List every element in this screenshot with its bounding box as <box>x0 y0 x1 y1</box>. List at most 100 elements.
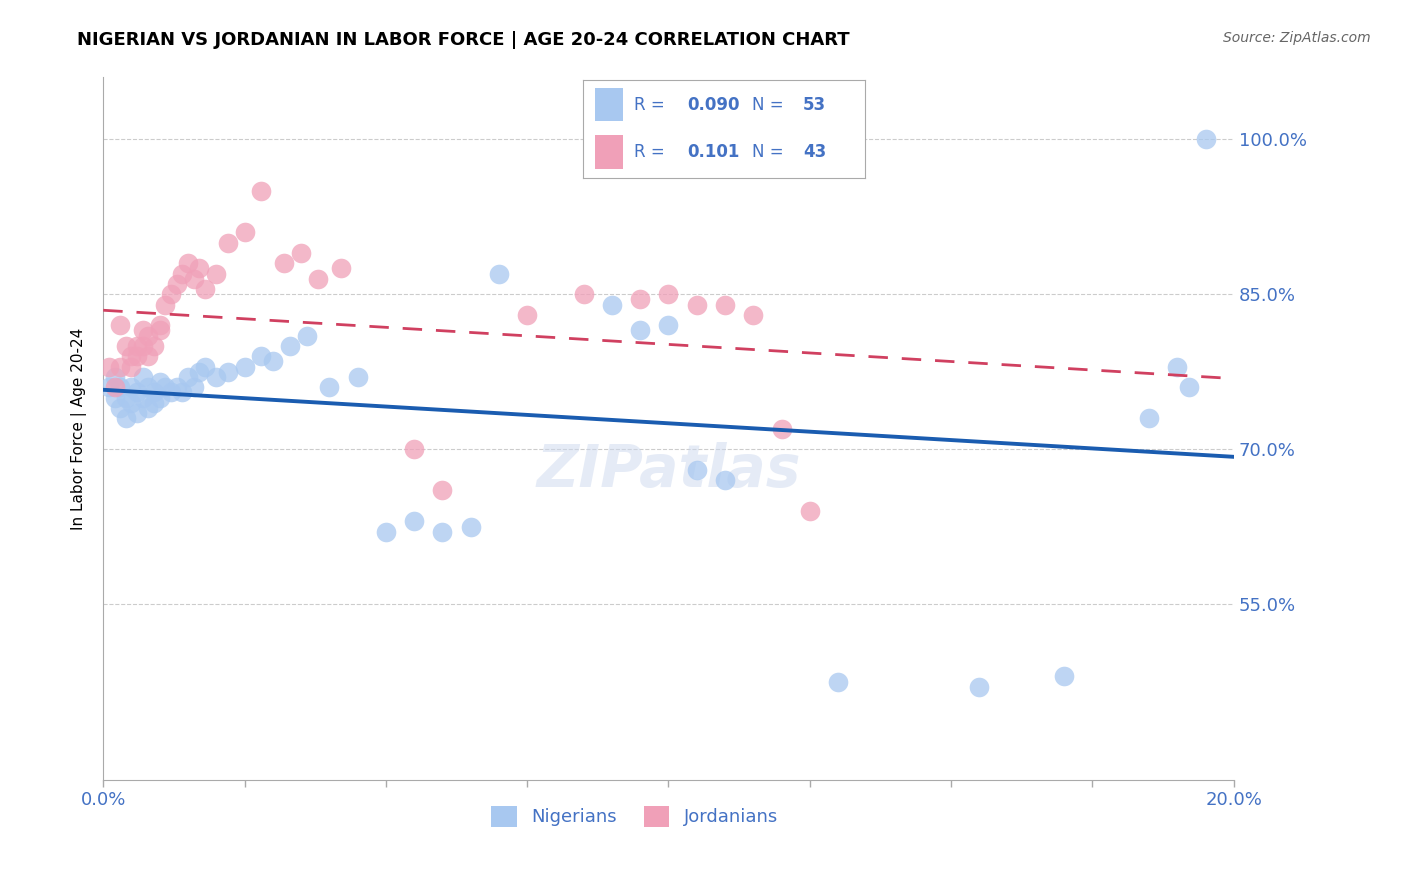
Point <box>714 473 737 487</box>
Point <box>138 380 160 394</box>
Point <box>194 282 217 296</box>
Point <box>295 328 318 343</box>
Text: 43: 43 <box>803 143 827 161</box>
Point <box>132 391 155 405</box>
Point <box>1194 132 1216 146</box>
Point <box>166 277 188 291</box>
Point <box>217 365 239 379</box>
Y-axis label: In Labor Force | Age 20-24: In Labor Force | Age 20-24 <box>72 327 87 530</box>
Legend: Nigerians, Jordanians: Nigerians, Jordanians <box>484 798 785 834</box>
Point <box>183 380 205 394</box>
Point <box>143 339 166 353</box>
Point <box>108 359 131 374</box>
Point <box>329 261 352 276</box>
Text: 0.101: 0.101 <box>688 143 740 161</box>
Point <box>108 380 131 394</box>
Point <box>770 421 793 435</box>
Point <box>143 395 166 409</box>
Point <box>138 349 160 363</box>
Point <box>273 256 295 270</box>
Point <box>969 680 991 694</box>
Point <box>160 385 183 400</box>
Point <box>657 318 679 333</box>
Point <box>149 318 172 333</box>
Point <box>143 385 166 400</box>
Point <box>103 391 125 405</box>
Point <box>374 524 396 539</box>
Point <box>114 339 136 353</box>
Point <box>114 391 136 405</box>
Point <box>233 225 256 239</box>
Text: NIGERIAN VS JORDANIAN IN LABOR FORCE | AGE 20-24 CORRELATION CHART: NIGERIAN VS JORDANIAN IN LABOR FORCE | A… <box>77 31 851 49</box>
Point <box>205 267 228 281</box>
Point <box>318 380 340 394</box>
Point <box>177 370 200 384</box>
Point <box>97 380 120 394</box>
Point <box>172 267 194 281</box>
Point <box>103 370 125 384</box>
Text: N =: N = <box>752 143 789 161</box>
Point <box>188 261 211 276</box>
Point <box>97 359 120 374</box>
Point <box>488 267 510 281</box>
Point <box>138 328 160 343</box>
Point <box>1137 411 1160 425</box>
Point <box>742 308 765 322</box>
Point <box>346 370 368 384</box>
Point <box>572 287 595 301</box>
Point <box>121 395 143 409</box>
Point <box>138 401 160 415</box>
Point <box>127 339 149 353</box>
Point <box>172 385 194 400</box>
Point <box>149 375 172 389</box>
Point <box>516 308 538 322</box>
Point <box>194 359 217 374</box>
Point <box>205 370 228 384</box>
Point <box>183 272 205 286</box>
Point <box>121 380 143 394</box>
Point <box>166 380 188 394</box>
Point <box>149 391 172 405</box>
Point <box>250 184 273 198</box>
Text: 53: 53 <box>803 95 825 114</box>
Point <box>132 370 155 384</box>
Point <box>155 380 177 394</box>
Point <box>262 354 284 368</box>
Bar <box>595 88 623 121</box>
Point <box>121 359 143 374</box>
Point <box>686 297 709 311</box>
Point <box>1053 669 1076 683</box>
Point <box>155 297 177 311</box>
Point <box>132 339 155 353</box>
Point <box>460 519 482 533</box>
Point <box>657 287 679 301</box>
Point <box>108 318 131 333</box>
Point <box>250 349 273 363</box>
Point <box>432 483 454 498</box>
Point <box>132 323 155 337</box>
Text: R =: R = <box>634 143 675 161</box>
Bar <box>595 136 623 169</box>
Point <box>233 359 256 374</box>
Point <box>121 349 143 363</box>
Point <box>160 287 183 301</box>
Text: Source: ZipAtlas.com: Source: ZipAtlas.com <box>1223 31 1371 45</box>
Point <box>127 385 149 400</box>
Point <box>114 411 136 425</box>
Text: ZIPatlas: ZIPatlas <box>536 442 801 500</box>
Point <box>103 380 125 394</box>
Point <box>404 442 426 457</box>
Point <box>827 674 849 689</box>
Point <box>188 365 211 379</box>
Point <box>714 297 737 311</box>
Point <box>628 293 651 307</box>
Point <box>686 463 709 477</box>
Point <box>1166 359 1188 374</box>
Point <box>177 256 200 270</box>
Point <box>149 323 172 337</box>
Point <box>127 406 149 420</box>
Text: N =: N = <box>752 95 789 114</box>
Text: 0.090: 0.090 <box>688 95 740 114</box>
Point <box>799 504 821 518</box>
Point <box>600 297 623 311</box>
